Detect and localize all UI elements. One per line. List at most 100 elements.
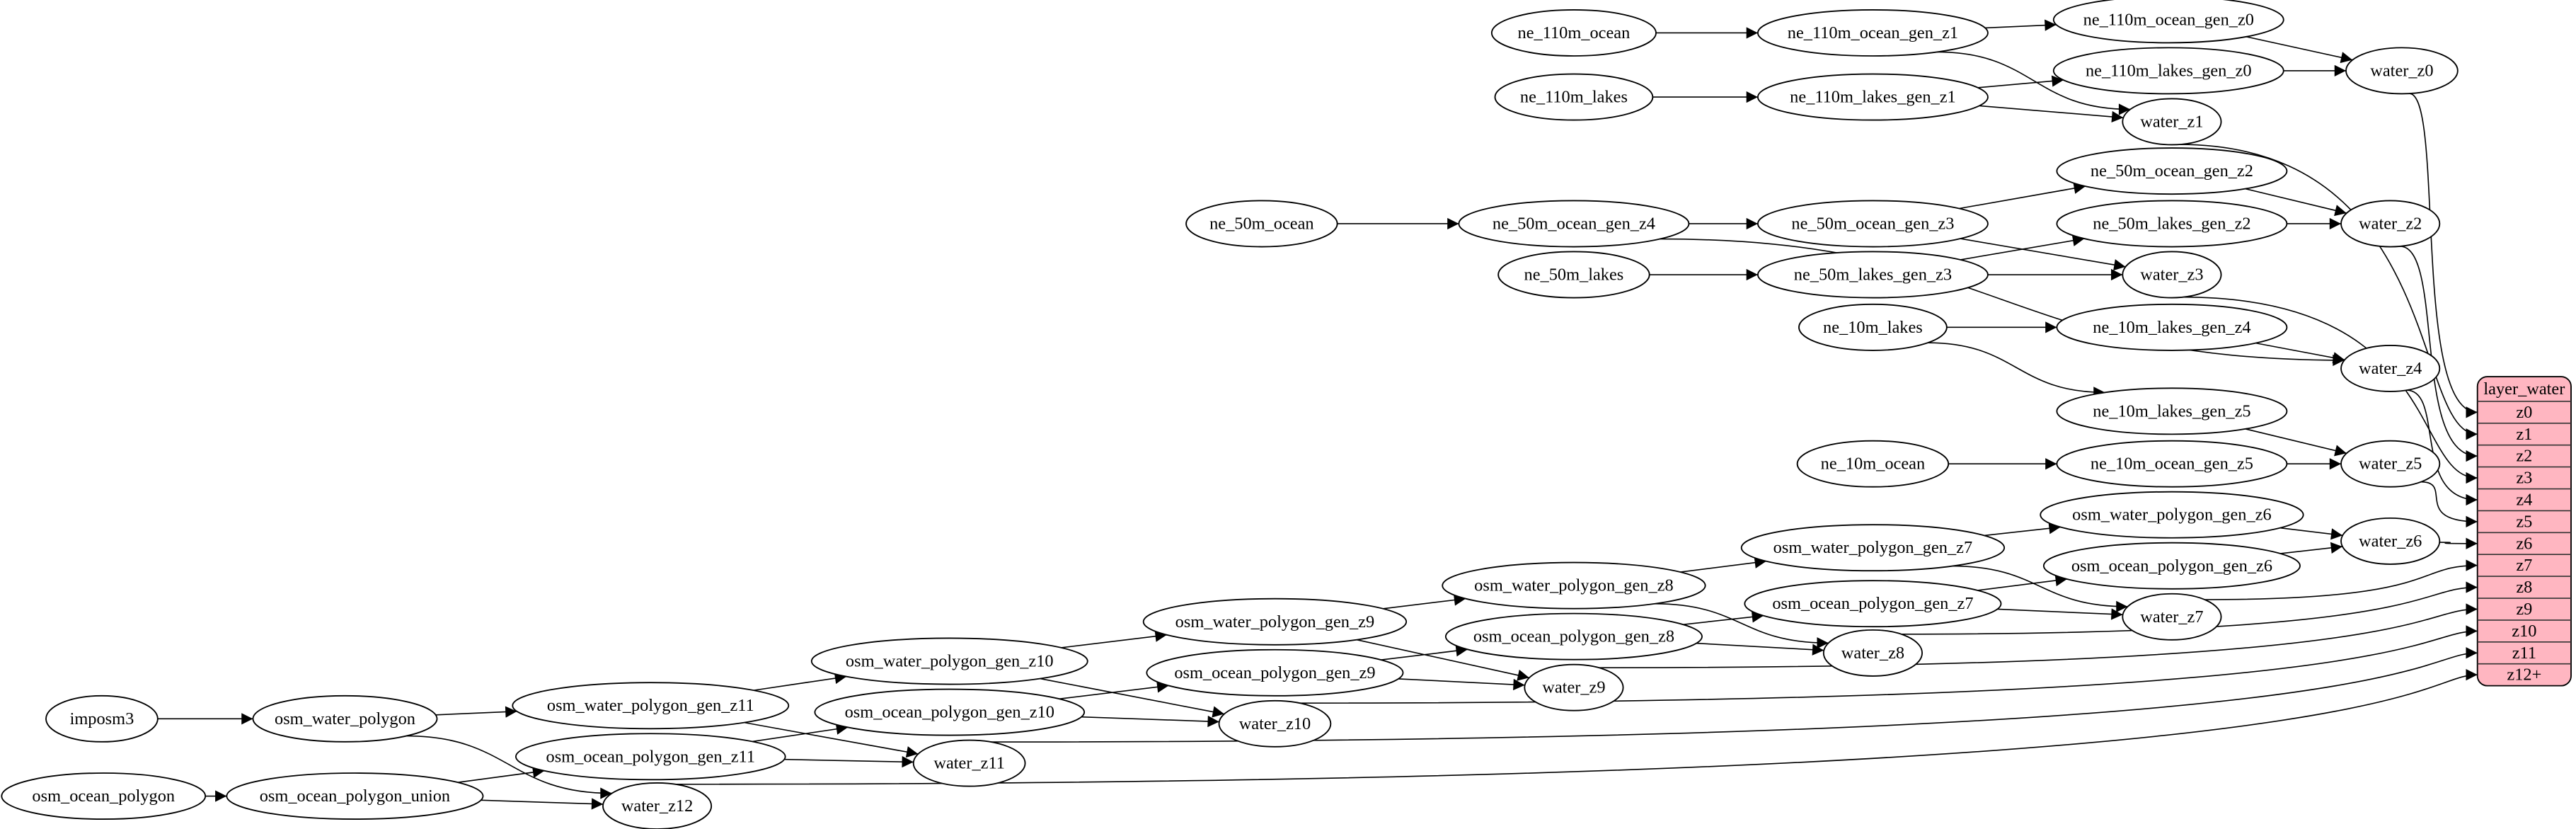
node-label: water_z0 <box>2370 61 2433 80</box>
node-ellipse <box>2052 47 2284 95</box>
record-title: layer_water <box>2483 379 2565 399</box>
node-ellipse <box>1458 200 1690 248</box>
edge-osm-ocean-polygon-gen-z11-to-osm-ocean-polygon-gen-z10 <box>752 723 849 743</box>
edge-osm-water-polygon-gen-z8-to-water-z8 <box>1654 603 1829 649</box>
edge-ne-50m-ocean-gen-z3-to-water-z3 <box>1960 238 2126 271</box>
node-water-z11: water_z11 <box>912 739 1026 787</box>
record-field-z7: z7 <box>2516 556 2532 575</box>
node-osm-water-polygon-gen-z9: osm_water_polygon_gen_z9 <box>1142 598 1408 646</box>
edge-osm-water-polygon-gen-z10-to-water-z10 <box>1040 678 1225 718</box>
record-field-z8: z8 <box>2516 578 2532 597</box>
edge-osm-water-polygon-to-osm-water-polygon-gen-z11 <box>435 706 517 718</box>
node-label: osm_ocean_polygon_union <box>260 787 450 806</box>
node-ne-50m-ocean-gen-z4: ne_50m_ocean_gen_z4 <box>1458 200 1690 248</box>
node-water-z12: water_z12 <box>602 782 713 829</box>
edge-osm-ocean-polygon-gen-z9-to-water-z9 <box>1398 678 1525 691</box>
edge-water-z11-to-layer-water-z11 <box>991 647 2478 743</box>
node-ne-50m-ocean-gen-z2: ne_50m_ocean_gen_z2 <box>2056 147 2288 195</box>
node-water-z5: water_z5 <box>2340 440 2441 488</box>
node-label: ne_10m_ocean_gen_z5 <box>2091 454 2253 474</box>
nodes-layer: ne_110m_ocean ne_110m_ocean_gen_z1 ne_110m… <box>1 0 2459 829</box>
node-ellipse <box>1 772 207 820</box>
node-osm-water-polygon: osm_water_polygon <box>252 694 438 743</box>
node-water-z6: water_z6 <box>2340 517 2441 565</box>
node-label: ne_50m_lakes_gen_z2 <box>2093 214 2250 233</box>
node-ellipse <box>1740 524 2006 572</box>
node-label: osm_ocean_polygon_gen_z11 <box>546 747 755 766</box>
node-label: osm_water_polygon <box>275 709 415 728</box>
node-ne-50m-ocean: ne_50m_ocean <box>1185 200 1338 248</box>
edge-ne-10m-lakes-gen-z5-to-water-z5 <box>2245 428 2347 457</box>
node-ne-110m-lakes: ne_110m_lakes <box>1494 73 1654 121</box>
edge-osm-ocean-polygon-gen-z6-to-water-z6 <box>2280 542 2343 554</box>
node-ellipse <box>2056 303 2288 351</box>
node-ellipse <box>2056 387 2288 435</box>
record-field-z0: z0 <box>2516 403 2532 422</box>
node-water-z9: water_z9 <box>1524 663 1624 711</box>
node-osm-ocean-polygon-gen-z8: osm_ocean_polygon_gen_z8 <box>1444 612 1703 661</box>
edge-water-z4-to-layer-water-z4 <box>2406 389 2478 506</box>
node-osm-ocean-polygon-gen-z9: osm_ocean_polygon_gen_z9 <box>1146 648 1404 697</box>
node-ellipse <box>1524 663 1624 711</box>
node-label: ne_10m_lakes_gen_z4 <box>2093 318 2250 337</box>
node-ellipse <box>512 682 790 730</box>
edge-ne-110m-lakes-gen-z1-to-water-z1 <box>1979 105 2124 123</box>
record-field-z12plus: z12+ <box>2507 665 2541 685</box>
node-label: osm_ocean_polygon_gen_z6 <box>2071 556 2272 576</box>
record-field-z6: z6 <box>2516 534 2532 553</box>
edge-water-z6-to-layer-water-z6 <box>2439 537 2478 549</box>
node-label: ne_110m_lakes_gen_z1 <box>1790 88 1956 107</box>
node-label: osm_ocean_polygon_gen_z8 <box>1473 627 1674 646</box>
node-label: ne_50m_lakes <box>1524 265 1624 285</box>
node-label: osm_water_polygon_gen_z9 <box>1175 612 1375 631</box>
node-water-z3: water_z3 <box>2122 251 2222 299</box>
edge-osm-water-polygon-gen-z11-to-water-z11 <box>744 721 919 758</box>
node-ellipse <box>1185 200 1338 248</box>
node-label: ne_110m_lakes_gen_z0 <box>2086 61 2252 80</box>
node-water-z0: water_z0 <box>2345 47 2459 95</box>
node-ne-10m-lakes: ne_10m_lakes <box>1798 303 1948 351</box>
edge-osm-water-polygon-gen-z6-to-water-z6 <box>2279 527 2343 540</box>
node-ellipse <box>1444 612 1703 661</box>
record-field-z3: z3 <box>2516 469 2532 488</box>
node-label: water_z4 <box>2359 359 2422 378</box>
node-ellipse <box>814 688 1086 736</box>
node-label: ne_10m_ocean <box>1821 454 1925 474</box>
node-ellipse <box>1744 580 2002 628</box>
edge-ne-110m-ocean-gen-z1-to-ne-110m-ocean-gen-z0 <box>1985 19 2057 31</box>
node-label: water_z6 <box>2359 532 2422 551</box>
edge-ne-110m-ocean-gen-z0-to-water-z0 <box>2246 36 2353 64</box>
edge-osm-water-polygon-gen-z9-to-osm-water-polygon-gen-z8 <box>1383 594 1466 610</box>
node-label: osm_ocean_polygon_gen_z9 <box>1174 663 1375 682</box>
edges-layer <box>157 19 2478 810</box>
record-field-z4: z4 <box>2516 490 2532 509</box>
node-ellipse <box>2340 440 2441 488</box>
node-label: ne_10m_lakes_gen_z5 <box>2093 401 2250 421</box>
node-label: osm_ocean_polygon_gen_z7 <box>1772 594 1973 613</box>
node-ellipse <box>1757 200 1989 248</box>
node-ellipse <box>1442 561 1706 610</box>
edge-ne-50m-ocean-gen-z3-to-ne-50m-ocean-gen-z2 <box>1959 182 2086 210</box>
edge-osm-ocean-polygon-gen-z7-to-water-z7 <box>1997 608 2123 620</box>
node-label: water_z10 <box>1239 714 1311 733</box>
record-field-z5: z5 <box>2516 512 2532 531</box>
node-ellipse <box>1218 699 1332 748</box>
edge-osm-water-polygon-gen-z7-to-water-z7 <box>1952 565 2128 612</box>
node-osm-water-polygon-gen-z6: osm_water_polygon_gen_z6 <box>2040 491 2304 539</box>
node-label: imposm3 <box>70 709 134 728</box>
edge-osm-ocean-polygon-gen-z10-to-water-z10 <box>1081 715 1219 728</box>
edge-osm-water-polygon-gen-z9-to-water-z9 <box>1356 639 1530 681</box>
node-ne-10m-ocean-gen-z5: ne_10m_ocean_gen_z5 <box>2056 440 2288 488</box>
node-ne-110m-lakes-gen-z0: ne_110m_lakes_gen_z0 <box>2052 47 2284 95</box>
node-ellipse <box>2042 542 2301 590</box>
record-field-z2: z2 <box>2516 447 2532 466</box>
node-ne-110m-ocean-gen-z1: ne_110m_ocean_gen_z1 <box>1757 9 1989 57</box>
node-label: ne_50m_ocean_gen_z2 <box>2091 161 2253 181</box>
node-label: osm_ocean_polygon_gen_z10 <box>845 703 1054 722</box>
node-ne-10m-lakes-gen-z4: ne_10m_lakes_gen_z4 <box>2056 303 2288 351</box>
node-label: ne_110m_ocean_gen_z1 <box>1788 23 1958 42</box>
edge-osm-ocean-polygon-gen-z7-to-osm-ocean-polygon-gen-z6 <box>1977 574 2067 591</box>
node-ellipse <box>2040 491 2304 539</box>
node-ellipse <box>1757 9 1989 57</box>
node-water-z2: water_z2 <box>2340 200 2441 248</box>
